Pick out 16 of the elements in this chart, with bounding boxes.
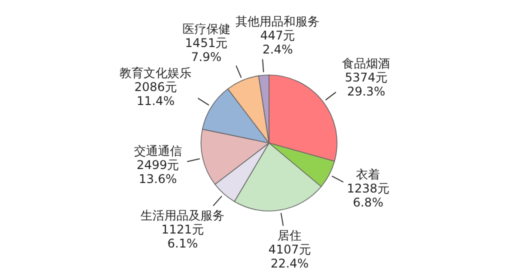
data-label: 4107元 22.4%	[268, 242, 311, 270]
slice-label: 教育文化娱乐	[120, 66, 192, 80]
data-label: 2086元 11.4%	[134, 80, 177, 108]
slice-label: 衣着	[356, 168, 380, 182]
slice-label: 生活用品及服务	[140, 208, 225, 223]
data-label: 1238元 6.8%	[346, 182, 390, 210]
slice-label: 交通通信	[134, 144, 182, 158]
slice-label: 医疗保健	[182, 22, 230, 36]
data-label: 5374元 29.3%	[344, 70, 388, 99]
slice-label: 其他用品和服务	[236, 14, 320, 28]
slice-label: 食品烟酒	[342, 56, 390, 71]
data-label: 1121元 6.1%	[161, 222, 204, 251]
data-label: 2499元 13.6%	[136, 158, 180, 186]
data-label: 1451元 7.9%	[185, 36, 228, 64]
data-label: 447元 2.4%	[260, 28, 296, 56]
slice-label: 居住	[278, 228, 302, 242]
